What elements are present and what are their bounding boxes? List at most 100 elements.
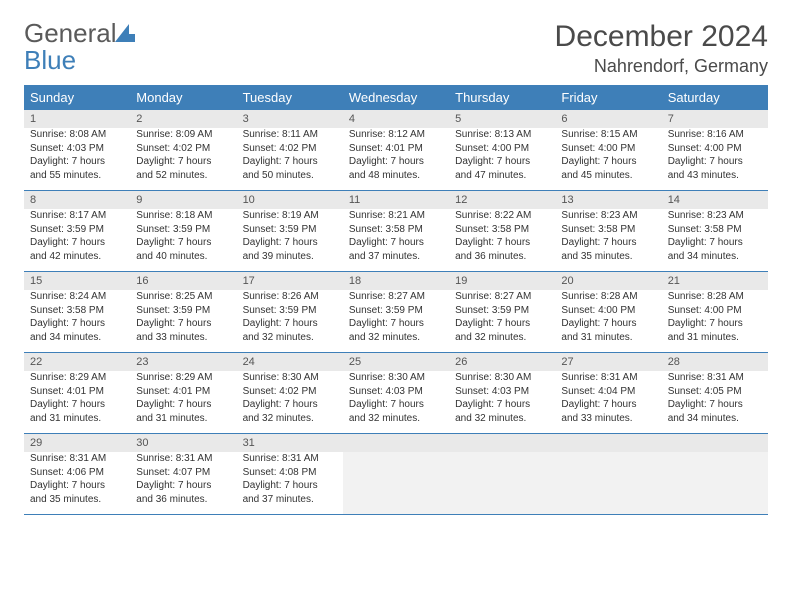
daylight-text: Daylight: 7 hours and 37 minutes. <box>349 236 443 263</box>
day-cell: Sunrise: 8:27 AMSunset: 3:59 PMDaylight:… <box>343 290 449 353</box>
day-number-cell: 8 <box>24 191 130 210</box>
day-cell: Sunrise: 8:31 AMSunset: 4:06 PMDaylight:… <box>24 452 130 515</box>
sunrise-text: Sunrise: 8:31 AM <box>136 452 230 466</box>
sunset-text: Sunset: 3:59 PM <box>455 304 549 318</box>
daynum-row: 293031 <box>24 434 768 453</box>
day-cell: Sunrise: 8:30 AMSunset: 4:03 PMDaylight:… <box>449 371 555 434</box>
day-number-cell: 19 <box>449 272 555 291</box>
week-row: Sunrise: 8:29 AMSunset: 4:01 PMDaylight:… <box>24 371 768 434</box>
sunset-text: Sunset: 4:01 PM <box>30 385 124 399</box>
sunset-text: Sunset: 3:58 PM <box>455 223 549 237</box>
daylight-text: Daylight: 7 hours and 50 minutes. <box>243 155 337 182</box>
day-cell: Sunrise: 8:30 AMSunset: 4:03 PMDaylight:… <box>343 371 449 434</box>
sunrise-text: Sunrise: 8:15 AM <box>561 128 655 142</box>
day-cell: Sunrise: 8:31 AMSunset: 4:04 PMDaylight:… <box>555 371 661 434</box>
daylight-text: Daylight: 7 hours and 31 minutes. <box>30 398 124 425</box>
day-cell <box>343 452 449 515</box>
daylight-text: Daylight: 7 hours and 35 minutes. <box>30 479 124 506</box>
day-cell: Sunrise: 8:31 AMSunset: 4:07 PMDaylight:… <box>130 452 236 515</box>
day-number-cell: 7 <box>662 110 768 128</box>
day-number-cell: 9 <box>130 191 236 210</box>
day-cell: Sunrise: 8:28 AMSunset: 4:00 PMDaylight:… <box>555 290 661 353</box>
sunrise-text: Sunrise: 8:08 AM <box>30 128 124 142</box>
day-cell: Sunrise: 8:18 AMSunset: 3:59 PMDaylight:… <box>130 209 236 272</box>
daylight-text: Daylight: 7 hours and 47 minutes. <box>455 155 549 182</box>
weekday-thu: Thursday <box>449 85 555 110</box>
sunrise-text: Sunrise: 8:23 AM <box>668 209 762 223</box>
weekday-sun: Sunday <box>24 85 130 110</box>
day-number-cell: 21 <box>662 272 768 291</box>
day-number-cell: 24 <box>237 353 343 372</box>
sunset-text: Sunset: 3:59 PM <box>243 223 337 237</box>
sunrise-text: Sunrise: 8:31 AM <box>30 452 124 466</box>
day-number-cell: 14 <box>662 191 768 210</box>
daylight-text: Daylight: 7 hours and 32 minutes. <box>455 317 549 344</box>
day-cell: Sunrise: 8:25 AMSunset: 3:59 PMDaylight:… <box>130 290 236 353</box>
day-cell: Sunrise: 8:13 AMSunset: 4:00 PMDaylight:… <box>449 128 555 191</box>
sunrise-text: Sunrise: 8:19 AM <box>243 209 337 223</box>
day-cell: Sunrise: 8:28 AMSunset: 4:00 PMDaylight:… <box>662 290 768 353</box>
day-number-cell: 20 <box>555 272 661 291</box>
sunset-text: Sunset: 4:03 PM <box>349 385 443 399</box>
week-row: Sunrise: 8:17 AMSunset: 3:59 PMDaylight:… <box>24 209 768 272</box>
title-block: December 2024 Nahrendorf, Germany <box>555 20 768 77</box>
logo: GeneralBlue <box>24 20 135 75</box>
header: GeneralBlue December 2024 Nahrendorf, Ge… <box>24 20 768 77</box>
sunset-text: Sunset: 4:00 PM <box>668 142 762 156</box>
day-cell: Sunrise: 8:17 AMSunset: 3:59 PMDaylight:… <box>24 209 130 272</box>
day-number-cell: 15 <box>24 272 130 291</box>
daylight-text: Daylight: 7 hours and 34 minutes. <box>668 236 762 263</box>
sunset-text: Sunset: 4:04 PM <box>561 385 655 399</box>
day-cell: Sunrise: 8:31 AMSunset: 4:05 PMDaylight:… <box>662 371 768 434</box>
sunrise-text: Sunrise: 8:29 AM <box>30 371 124 385</box>
sunset-text: Sunset: 4:07 PM <box>136 466 230 480</box>
sunrise-text: Sunrise: 8:27 AM <box>349 290 443 304</box>
daylight-text: Daylight: 7 hours and 40 minutes. <box>136 236 230 263</box>
day-number-cell: 3 <box>237 110 343 128</box>
day-cell: Sunrise: 8:12 AMSunset: 4:01 PMDaylight:… <box>343 128 449 191</box>
sunrise-text: Sunrise: 8:18 AM <box>136 209 230 223</box>
sunrise-text: Sunrise: 8:23 AM <box>561 209 655 223</box>
week-row: Sunrise: 8:24 AMSunset: 3:58 PMDaylight:… <box>24 290 768 353</box>
location: Nahrendorf, Germany <box>555 56 768 77</box>
sunrise-text: Sunrise: 8:26 AM <box>243 290 337 304</box>
sunrise-text: Sunrise: 8:16 AM <box>668 128 762 142</box>
sunrise-text: Sunrise: 8:17 AM <box>30 209 124 223</box>
daylight-text: Daylight: 7 hours and 32 minutes. <box>349 398 443 425</box>
sunrise-text: Sunrise: 8:09 AM <box>136 128 230 142</box>
day-cell: Sunrise: 8:15 AMSunset: 4:00 PMDaylight:… <box>555 128 661 191</box>
daylight-text: Daylight: 7 hours and 48 minutes. <box>349 155 443 182</box>
sunrise-text: Sunrise: 8:31 AM <box>668 371 762 385</box>
sunset-text: Sunset: 3:58 PM <box>349 223 443 237</box>
daylight-text: Daylight: 7 hours and 31 minutes. <box>136 398 230 425</box>
day-number-cell: 22 <box>24 353 130 372</box>
page-title: December 2024 <box>555 20 768 54</box>
daylight-text: Daylight: 7 hours and 55 minutes. <box>30 155 124 182</box>
day-number-cell: 1 <box>24 110 130 128</box>
day-number-cell: 25 <box>343 353 449 372</box>
day-cell: Sunrise: 8:26 AMSunset: 3:59 PMDaylight:… <box>237 290 343 353</box>
sunset-text: Sunset: 4:00 PM <box>455 142 549 156</box>
daylight-text: Daylight: 7 hours and 31 minutes. <box>668 317 762 344</box>
sunset-text: Sunset: 4:01 PM <box>349 142 443 156</box>
day-number-cell: 13 <box>555 191 661 210</box>
weekday-header-row: Sunday Monday Tuesday Wednesday Thursday… <box>24 85 768 110</box>
day-number-cell: 10 <box>237 191 343 210</box>
day-cell: Sunrise: 8:16 AMSunset: 4:00 PMDaylight:… <box>662 128 768 191</box>
sunrise-text: Sunrise: 8:11 AM <box>243 128 337 142</box>
day-cell: Sunrise: 8:08 AMSunset: 4:03 PMDaylight:… <box>24 128 130 191</box>
day-number-cell: 12 <box>449 191 555 210</box>
sunset-text: Sunset: 4:06 PM <box>30 466 124 480</box>
weekday-wed: Wednesday <box>343 85 449 110</box>
daylight-text: Daylight: 7 hours and 34 minutes. <box>668 398 762 425</box>
day-cell: Sunrise: 8:29 AMSunset: 4:01 PMDaylight:… <box>24 371 130 434</box>
day-cell: Sunrise: 8:27 AMSunset: 3:59 PMDaylight:… <box>449 290 555 353</box>
day-number-cell <box>555 434 661 453</box>
day-cell: Sunrise: 8:23 AMSunset: 3:58 PMDaylight:… <box>555 209 661 272</box>
day-cell: Sunrise: 8:30 AMSunset: 4:02 PMDaylight:… <box>237 371 343 434</box>
sunset-text: Sunset: 4:02 PM <box>136 142 230 156</box>
daylight-text: Daylight: 7 hours and 39 minutes. <box>243 236 337 263</box>
daylight-text: Daylight: 7 hours and 31 minutes. <box>561 317 655 344</box>
logo-text-1: General <box>24 18 117 48</box>
sunrise-text: Sunrise: 8:30 AM <box>455 371 549 385</box>
